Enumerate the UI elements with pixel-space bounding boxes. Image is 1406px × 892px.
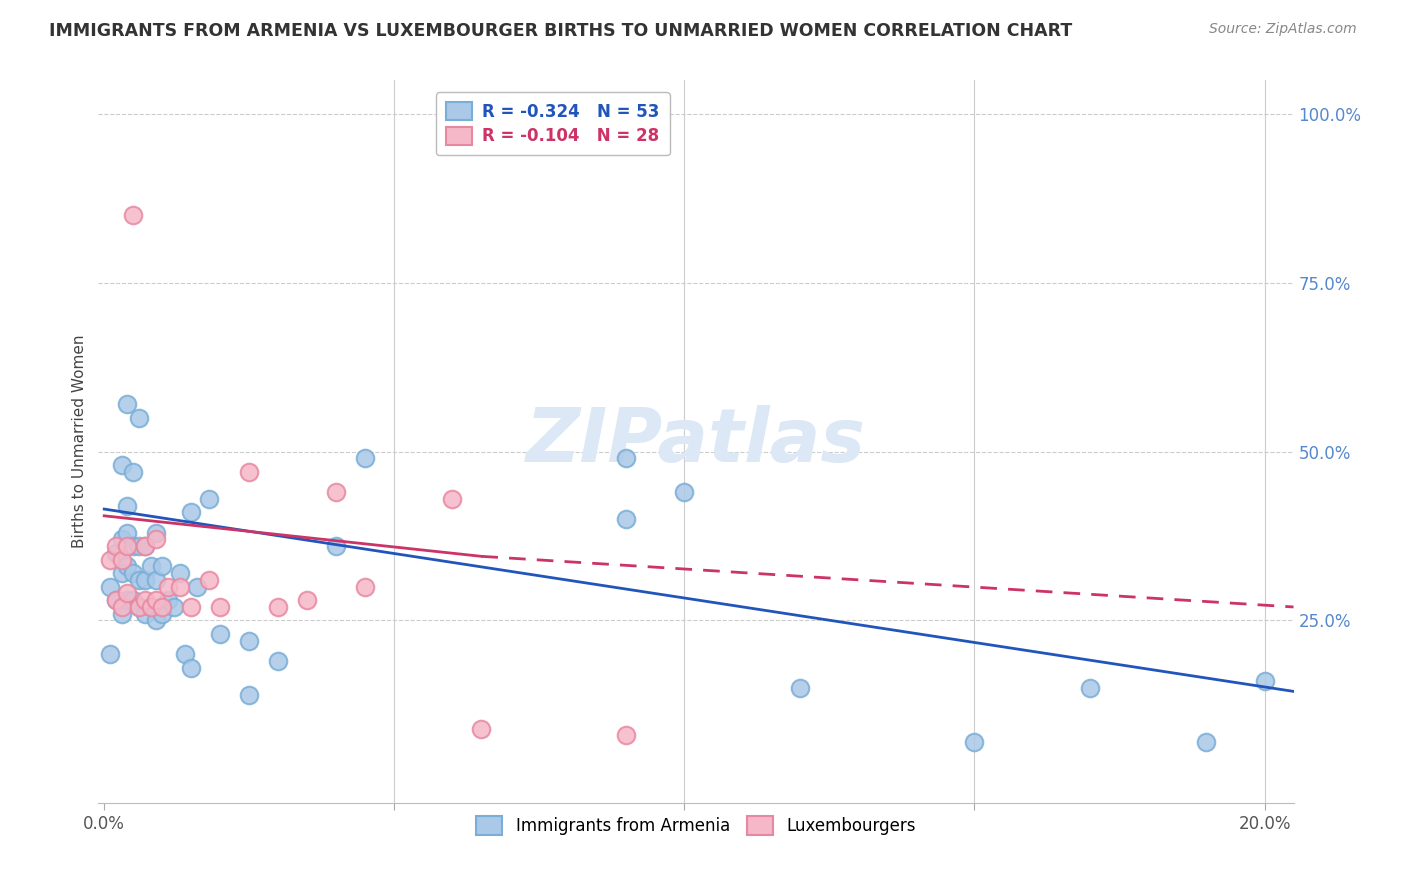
Point: [238, 688, 260, 702]
Text: Source: ZipAtlas.com: Source: ZipAtlas.com: [1209, 22, 1357, 37]
Point: [122, 566, 145, 581]
Point: [1080, 681, 1102, 695]
Point: [180, 505, 202, 519]
Point: [111, 566, 134, 581]
Point: [267, 599, 290, 614]
Point: [117, 559, 139, 574]
Point: [614, 728, 637, 742]
Point: [104, 593, 127, 607]
Point: [197, 491, 219, 506]
Point: [238, 465, 260, 479]
Point: [186, 580, 208, 594]
Point: [150, 607, 173, 621]
Point: [614, 512, 637, 526]
Point: [134, 573, 156, 587]
Point: [139, 559, 162, 574]
Point: [139, 599, 162, 614]
Point: [163, 599, 186, 614]
Point: [145, 573, 167, 587]
Point: [134, 539, 156, 553]
Point: [157, 593, 180, 607]
Point: [145, 525, 167, 540]
Point: [104, 546, 127, 560]
Point: [128, 573, 150, 587]
Point: [354, 451, 377, 466]
Point: [104, 593, 127, 607]
Point: [297, 593, 319, 607]
Point: [238, 633, 260, 648]
Point: [117, 539, 139, 553]
Point: [98, 552, 121, 566]
Point: [122, 465, 145, 479]
Point: [209, 627, 232, 641]
Point: [134, 593, 156, 607]
Point: [134, 539, 156, 553]
Point: [111, 533, 134, 547]
Point: [145, 533, 167, 547]
Point: [169, 580, 191, 594]
Point: [98, 647, 121, 661]
Point: [134, 607, 156, 621]
Point: [169, 566, 191, 581]
Point: [122, 539, 145, 553]
Point: [267, 654, 290, 668]
Point: [128, 539, 150, 553]
Point: [673, 485, 696, 500]
Text: ZIPatlas: ZIPatlas: [526, 405, 866, 478]
Point: [128, 599, 150, 614]
Point: [1253, 674, 1275, 689]
Point: [117, 499, 139, 513]
Point: [197, 573, 219, 587]
Point: [117, 525, 139, 540]
Point: [128, 411, 150, 425]
Point: [111, 607, 134, 621]
Point: [122, 593, 145, 607]
Point: [111, 552, 134, 566]
Point: [122, 208, 145, 222]
Point: [117, 397, 139, 411]
Point: [111, 458, 134, 472]
Point: [441, 491, 464, 506]
Point: [354, 580, 377, 594]
Legend: Immigrants from Armenia, Luxembourgers: Immigrants from Armenia, Luxembourgers: [465, 806, 927, 845]
Point: [325, 485, 347, 500]
Point: [139, 599, 162, 614]
Point: [150, 559, 173, 574]
Point: [180, 599, 202, 614]
Point: [470, 722, 492, 736]
Point: [614, 451, 637, 466]
Point: [180, 661, 202, 675]
Point: [157, 580, 180, 594]
Point: [117, 593, 139, 607]
Point: [150, 599, 173, 614]
Point: [111, 599, 134, 614]
Point: [145, 614, 167, 628]
Y-axis label: Births to Unmarried Women: Births to Unmarried Women: [72, 334, 87, 549]
Point: [98, 580, 121, 594]
Point: [963, 735, 986, 749]
Point: [209, 599, 232, 614]
Point: [789, 681, 811, 695]
Text: IMMIGRANTS FROM ARMENIA VS LUXEMBOURGER BIRTHS TO UNMARRIED WOMEN CORRELATION CH: IMMIGRANTS FROM ARMENIA VS LUXEMBOURGER …: [49, 22, 1073, 40]
Point: [174, 647, 197, 661]
Point: [104, 539, 127, 553]
Point: [1195, 735, 1218, 749]
Point: [145, 593, 167, 607]
Point: [325, 539, 347, 553]
Point: [128, 599, 150, 614]
Point: [117, 586, 139, 600]
